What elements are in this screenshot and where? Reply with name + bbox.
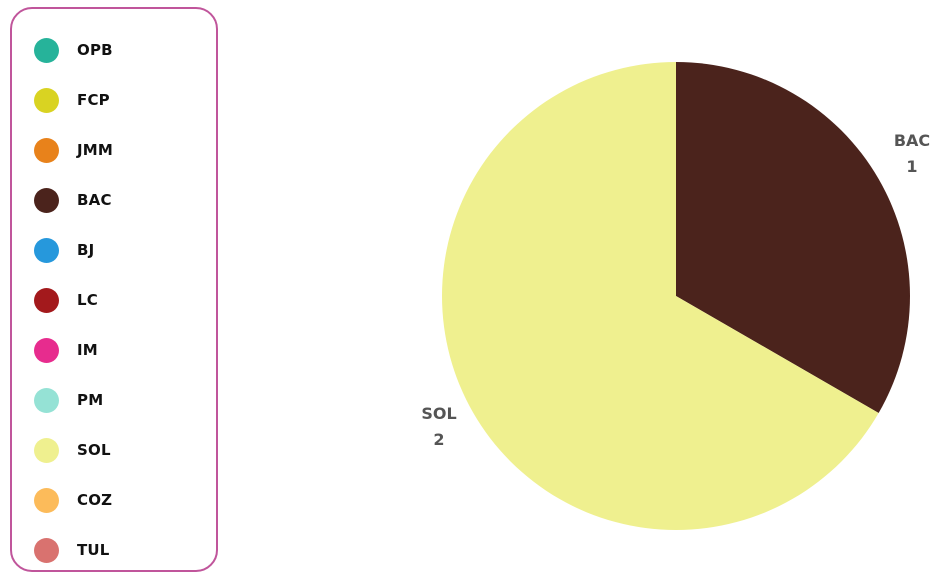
legend-label: FCP [77, 91, 110, 109]
legend-swatch [34, 487, 59, 513]
legend-item-sol: SOL [34, 437, 111, 463]
legend-label: JMM [77, 141, 114, 159]
legend-swatch [34, 287, 59, 313]
slice-label-name: BAC [894, 131, 930, 150]
legend-label: IM [77, 341, 98, 359]
chart-legend: OPB FCP JMM BAC BJ LC IM PM SOL COZ TUL [10, 7, 218, 572]
legend-swatch [34, 37, 59, 63]
slice-label-name: SOL [421, 404, 456, 423]
legend-item-fcp: FCP [34, 87, 110, 113]
legend-swatch [34, 337, 59, 363]
pie-slice-sol [442, 62, 879, 530]
legend-swatch [34, 537, 59, 563]
legend-label: BJ [77, 241, 95, 259]
legend-item-lc: LC [34, 287, 98, 313]
legend-swatch [34, 137, 59, 163]
slice-label-value: 2 [433, 430, 444, 449]
pie-slice-bac [676, 62, 910, 413]
legend-item-im: IM [34, 337, 98, 363]
legend-label: TUL [77, 541, 110, 559]
legend-swatch [34, 187, 59, 213]
legend-label: OPB [77, 41, 113, 59]
legend-item-jmm: JMM [34, 137, 113, 163]
legend-swatch [34, 237, 59, 263]
legend-swatch [34, 387, 59, 413]
slice-label-value: 1 [906, 157, 917, 176]
legend-label: LC [77, 291, 98, 309]
legend-swatch [34, 437, 59, 463]
legend-item-bac: BAC [34, 187, 112, 213]
legend-item-pm: PM [34, 387, 103, 413]
legend-label: SOL [77, 441, 111, 459]
legend-label: BAC [77, 191, 112, 209]
legend-label: PM [77, 391, 104, 409]
legend-swatch [34, 87, 59, 113]
legend-label: COZ [77, 491, 113, 509]
legend-item-bj: BJ [34, 237, 94, 263]
legend-item-coz: COZ [34, 487, 112, 513]
legend-item-tul: TUL [34, 537, 110, 563]
legend-item-opb: OPB [34, 37, 113, 63]
